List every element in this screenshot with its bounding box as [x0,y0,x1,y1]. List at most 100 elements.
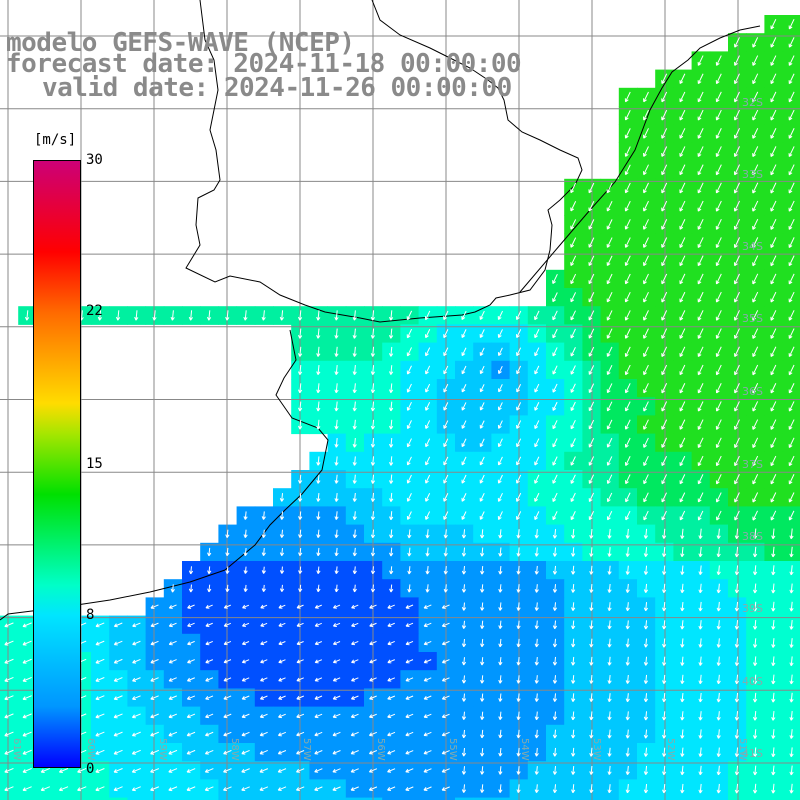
wind-arrow [679,328,686,339]
wind-arrow [223,604,231,609]
wind-arrow [734,765,740,776]
wind-arrow [552,401,558,411]
wind-arrow [332,641,341,646]
wind-arrow [278,622,286,627]
wind-arrow [770,128,777,139]
wind-arrow [461,347,467,357]
wind-arrow [22,731,32,737]
wind-arrow [624,109,631,121]
wind-arrow [734,528,739,540]
wind-arrow [534,474,540,484]
wind-arrow [624,328,631,339]
wind-arrow [132,677,141,682]
wind-arrow [788,37,795,48]
wind-arrow [150,604,159,609]
wind-arrow [625,510,631,521]
wind-arrow [334,328,339,339]
wind-arrow [770,474,777,485]
wind-arrow [771,729,776,739]
wind-arrow [788,510,795,521]
wind-arrow [461,310,467,320]
wind-arrow [95,640,105,646]
colorbar-units: [m/s] [34,132,77,148]
speed-cell [746,797,765,800]
wind-arrow [661,310,668,321]
colorbar [33,160,81,768]
longitude-label: 53W [591,738,602,761]
wind-arrow [370,328,375,339]
wind-arrow [534,438,540,448]
wind-arrow [314,604,322,609]
wind-arrow [534,547,539,557]
speed-cell [72,797,92,800]
speed-cell [182,797,201,800]
wind-arrow [734,747,740,757]
wind-arrow [332,695,341,700]
wind-arrow [624,310,631,321]
wind-arrow [223,713,232,719]
wind-arrow [223,622,232,627]
wind-arrow [753,601,758,612]
latitude-label: 41S [742,747,763,760]
wind-arrow [588,255,595,266]
wind-arrow [734,291,740,303]
wind-arrow [461,602,467,611]
wind-arrow [589,675,594,684]
wind-arrow [423,768,432,773]
wind-arrow [698,583,703,594]
wind-arrow [625,583,630,593]
wind-arrow [113,658,123,664]
wind-arrow [297,401,303,412]
wind-arrow [625,784,630,794]
wind-arrow [570,201,577,212]
wind-arrow [661,128,668,139]
wind-arrow [261,511,266,520]
wind-arrow [351,677,359,682]
wind-arrow [480,711,485,720]
wind-arrow [770,401,777,412]
wind-arrow [734,546,739,558]
latitude-label: 32S [742,96,763,109]
wind-arrow [314,713,323,719]
wind-arrow [334,584,339,593]
wind-arrow [132,622,141,628]
wind-arrow [461,675,467,684]
wind-arrow [479,492,485,502]
wind-arrow [497,384,503,393]
wind-arrow [388,310,394,321]
wind-arrow [314,750,323,755]
wind-arrow [297,346,303,357]
wind-arrow [697,55,704,66]
wind-arrow [443,566,448,575]
wind-arrow [441,604,450,609]
wind-arrow [661,328,668,339]
wind-arrow [497,511,503,520]
wind-arrow [789,583,794,594]
wind-arrow [443,420,449,429]
wind-arrow [370,438,376,448]
wind-arrow [425,547,430,557]
wind-arrow [95,731,105,737]
latitude-label: 38S [742,530,763,543]
wind-arrow [498,693,503,702]
wind-arrow [770,492,777,503]
wind-arrow [480,747,485,757]
wind-arrow [261,566,266,574]
wind-arrow [571,638,576,648]
wind-arrow [589,765,594,775]
wind-arrow [498,711,503,721]
wind-arrow [150,622,159,628]
wind-arrow [552,565,558,575]
wind-arrow [425,474,431,484]
wind-arrow [698,747,703,757]
wind-arrow [733,128,740,139]
wind-arrow [734,91,740,103]
wind-arrow [168,695,177,700]
latitude-label: 40S [742,675,763,688]
wind-arrow [207,566,212,575]
wind-arrow [22,713,32,719]
latitude-label: 34S [742,240,763,253]
wind-arrow [571,729,576,739]
colorbar-tick: 30 [86,152,103,168]
